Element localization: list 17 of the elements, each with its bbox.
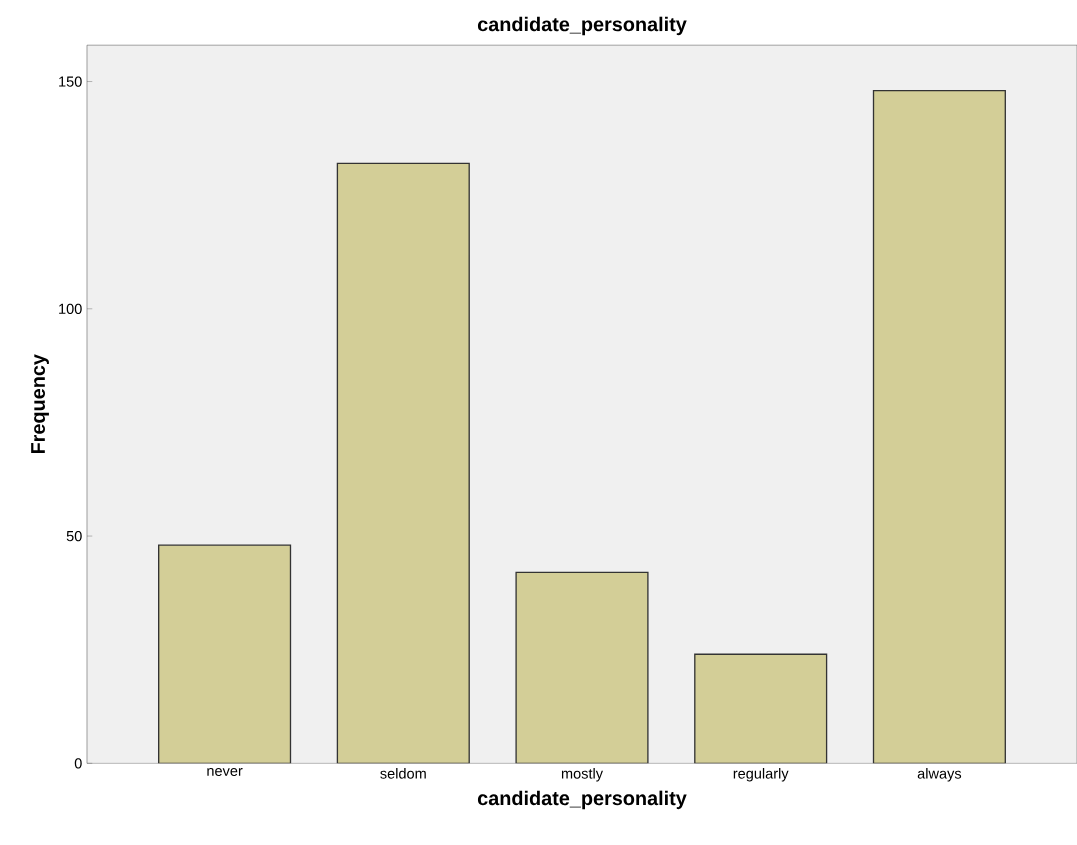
x-tick-label: never: [207, 767, 243, 776]
bar: [336, 162, 470, 764]
y-axis-title: Frequency: [31, 353, 49, 453]
x-tick-label: regularly: [733, 767, 789, 782]
y-tick-label: 100: [59, 303, 82, 314]
bar: [515, 571, 649, 764]
chart-title: candidate_personality: [477, 16, 687, 35]
y-tick-label: 50: [66, 530, 82, 542]
bar: [158, 544, 292, 764]
bar: [872, 89, 1006, 764]
bar: [694, 653, 828, 764]
y-tick-label: 150: [59, 76, 82, 87]
y-tick-label: 0: [74, 757, 82, 769]
x-axis-title: candidate_personality: [477, 790, 687, 809]
x-tick-label: mostly: [561, 767, 603, 782]
x-tick-label: always: [917, 767, 962, 782]
x-tick-label: seldom: [380, 767, 426, 779]
